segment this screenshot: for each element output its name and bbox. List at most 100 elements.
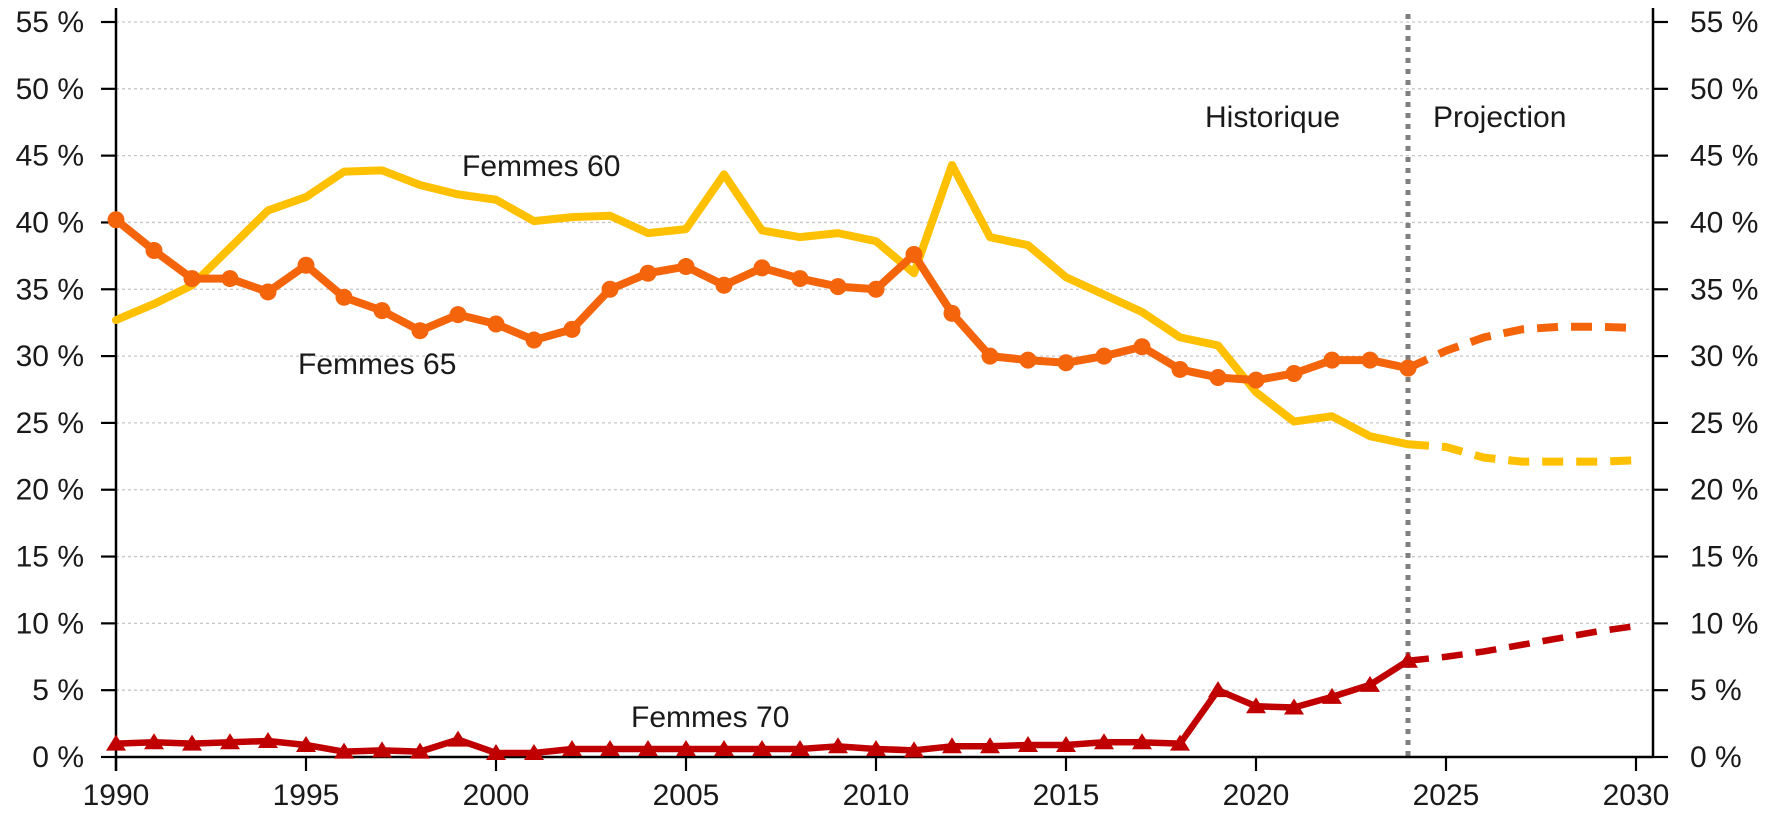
y-axis-label-right: 15 % xyxy=(1690,541,1758,574)
y-axis-label-right: 55 % xyxy=(1690,6,1758,39)
marker-circle xyxy=(753,259,771,277)
marker-circle xyxy=(1247,371,1265,389)
y-axis-label-left: 15 % xyxy=(16,541,84,574)
series-projection-femmes-60 xyxy=(1407,440,1637,466)
marker-circle xyxy=(905,246,923,264)
marker-circle xyxy=(1399,359,1417,377)
marker-triangle xyxy=(866,739,886,756)
series-projection-femmes-70 xyxy=(1407,622,1637,665)
marker-triangle xyxy=(106,734,126,751)
marker-circle xyxy=(791,270,809,288)
marker-circle xyxy=(715,276,733,294)
series-line-femmes-60 xyxy=(112,160,1412,449)
marker-triangle xyxy=(296,735,316,752)
marker-triangle xyxy=(220,733,240,750)
marker-circle xyxy=(335,288,353,306)
y-axis-label-left: 0 % xyxy=(32,741,84,774)
marker-circle xyxy=(943,304,961,322)
marker-circle xyxy=(297,256,315,274)
marker-triangle xyxy=(1170,734,1190,751)
x-axis-label: 2005 xyxy=(653,779,720,812)
y-axis-label-left: 25 % xyxy=(16,407,84,440)
marker-triangle xyxy=(1246,697,1266,714)
x-axis-label: 2020 xyxy=(1223,779,1290,812)
marker-circle xyxy=(449,306,467,324)
marker-triangle xyxy=(942,737,962,754)
marker-triangle xyxy=(524,743,544,760)
marker-triangle xyxy=(1284,698,1304,715)
marker-triangle xyxy=(182,734,202,751)
marker-triangle xyxy=(904,741,924,758)
marker-circle xyxy=(183,270,201,288)
marker-triangle xyxy=(372,741,392,758)
y-axis-label-right: 35 % xyxy=(1690,273,1758,306)
marker-circle xyxy=(829,278,847,296)
marker-triangle xyxy=(448,730,468,747)
x-axis-label: 1990 xyxy=(83,779,150,812)
marker-circle xyxy=(1019,351,1037,369)
y-axis-label-right: 50 % xyxy=(1690,73,1758,106)
y-axis-label-right: 5 % xyxy=(1690,674,1742,707)
y-axis-label-left: 35 % xyxy=(16,273,84,306)
projection-label: Projection xyxy=(1433,101,1567,134)
marker-triangle xyxy=(638,739,658,756)
y-axis-label-left: 10 % xyxy=(16,607,84,640)
marker-circle xyxy=(1361,351,1379,369)
marker-circle xyxy=(487,315,505,333)
y-axis-label-left: 45 % xyxy=(16,140,84,173)
marker-circle xyxy=(411,322,429,340)
y-axis-label-right: 40 % xyxy=(1690,206,1758,239)
marker-circle xyxy=(259,283,277,301)
marker-triangle xyxy=(334,742,354,759)
marker-triangle xyxy=(1056,735,1076,752)
marker-triangle xyxy=(714,739,734,756)
marker-triangle xyxy=(1360,675,1380,692)
y-axis-label-left: 20 % xyxy=(16,474,84,507)
marker-triangle xyxy=(1398,651,1418,668)
marker-triangle xyxy=(258,731,278,748)
marker-circle xyxy=(1133,338,1151,356)
marker-circle xyxy=(1095,347,1113,365)
marker-triangle xyxy=(790,739,810,756)
series-label-femmes-65: Femmes 65 xyxy=(298,348,457,381)
marker-circle xyxy=(1285,364,1303,382)
x-axis-label: 1995 xyxy=(273,779,340,812)
marker-circle xyxy=(1171,360,1189,378)
x-axis-label: 2015 xyxy=(1033,779,1100,812)
marker-circle xyxy=(563,320,581,338)
y-axis-label-right: 20 % xyxy=(1690,474,1758,507)
marker-triangle xyxy=(144,733,164,750)
x-axis-label: 2030 xyxy=(1603,779,1670,812)
x-axis-label: 2025 xyxy=(1413,779,1480,812)
y-axis-label-left: 55 % xyxy=(16,6,84,39)
marker-circle xyxy=(373,302,391,320)
marker-triangle xyxy=(600,739,620,756)
x-axis-label: 2000 xyxy=(463,779,530,812)
marker-triangle xyxy=(828,737,848,754)
marker-circle xyxy=(981,347,999,365)
series-label-femmes-70: Femmes 70 xyxy=(631,701,790,734)
marker-circle xyxy=(601,280,619,298)
marker-triangle xyxy=(1018,735,1038,752)
series-projection-femmes-65 xyxy=(1406,322,1637,372)
marker-circle xyxy=(107,211,125,229)
marker-triangle xyxy=(410,742,430,759)
x-axis-label: 2010 xyxy=(843,779,910,812)
marker-circle xyxy=(677,258,695,276)
marker-triangle xyxy=(486,743,506,760)
y-axis-label-right: 25 % xyxy=(1690,407,1758,440)
y-axis-label-left: 5 % xyxy=(32,674,84,707)
marker-circle xyxy=(1057,354,1075,372)
y-axis-label-right: 45 % xyxy=(1690,140,1758,173)
marker-triangle xyxy=(980,737,1000,754)
marker-triangle xyxy=(676,739,696,756)
y-axis-label-left: 30 % xyxy=(16,340,84,373)
marker-triangle xyxy=(1322,687,1342,704)
y-axis-label-right: 10 % xyxy=(1690,607,1758,640)
marker-circle xyxy=(867,280,885,298)
historique-label: Historique xyxy=(1205,101,1341,134)
y-axis-label-right: 0 % xyxy=(1690,741,1742,774)
y-axis-label-right: 30 % xyxy=(1690,340,1758,373)
